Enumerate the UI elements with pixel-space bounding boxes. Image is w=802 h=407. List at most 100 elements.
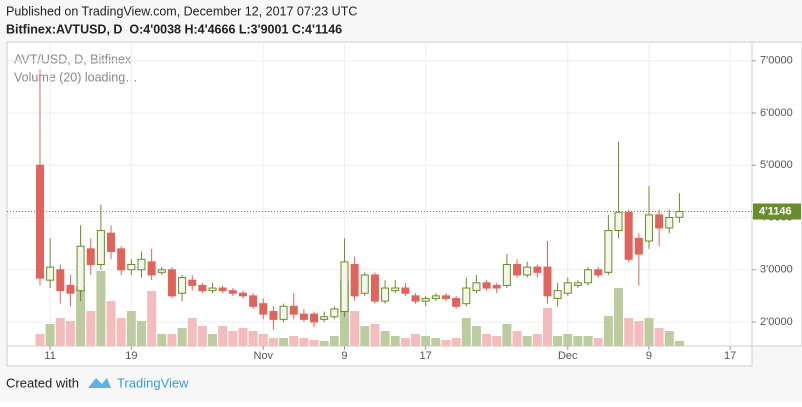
brand[interactable]: TradingView (117, 375, 189, 390)
volume-bar (350, 311, 360, 346)
candle-body (147, 261, 156, 276)
chart-subtitle: Volume (20) loading… (14, 70, 138, 84)
volume-bar (512, 331, 522, 346)
y-tick-label: 5'0000 (760, 159, 793, 171)
candle-body (340, 261, 349, 313)
candle-body (259, 303, 268, 315)
candle-body (218, 287, 227, 292)
volume-bar (86, 311, 96, 346)
candle-body (513, 264, 522, 276)
volume-bar (136, 321, 146, 346)
candle-body (482, 282, 491, 289)
candle-body (35, 164, 44, 279)
candle-body (360, 274, 369, 294)
volume-bar (126, 311, 136, 346)
x-tick-label: 17 (420, 350, 432, 362)
volume-bar (421, 336, 431, 346)
candle-body (66, 284, 75, 294)
volume-bar (218, 326, 228, 346)
volume-bar (177, 328, 187, 346)
candle-body (594, 269, 603, 276)
volume-bar (553, 336, 563, 346)
candle-body (107, 232, 116, 252)
candle-body (604, 230, 613, 273)
time-axis (6, 345, 753, 367)
volume-bar (563, 334, 573, 346)
candle-body (167, 269, 176, 297)
candle-body (431, 295, 440, 299)
candle-body (137, 258, 146, 271)
candle-body (665, 217, 674, 229)
candle-body (644, 214, 653, 242)
candle-body (56, 269, 65, 292)
volume-bar (471, 326, 481, 346)
volume-bar (380, 331, 390, 346)
candle-body (411, 295, 420, 302)
volume-bar (45, 324, 55, 346)
volume-bar (644, 318, 654, 346)
y-tick-label: 3'0000 (760, 264, 793, 276)
candle-body (563, 282, 572, 294)
candle-body (401, 287, 410, 294)
candle-body (198, 284, 207, 292)
volume-bar (654, 328, 664, 346)
created-with: Created with (6, 375, 79, 390)
candle-body (269, 311, 278, 320)
volume-bar (441, 340, 451, 346)
volume-bar (573, 336, 583, 346)
candle-body (330, 308, 339, 318)
last-price-box (753, 203, 801, 220)
candle-body (614, 211, 623, 232)
candle-body (370, 274, 379, 302)
volume-bar (289, 336, 299, 346)
volume-bar (106, 301, 116, 346)
volume-bar (65, 321, 75, 346)
candle-body (472, 282, 481, 292)
x-tick-label: 11 (44, 350, 55, 362)
x-tick-label: Nov (254, 350, 274, 362)
volume-bar (624, 318, 634, 346)
volume-bar (522, 336, 532, 346)
volume-bar (461, 318, 471, 346)
candle-body (188, 279, 197, 286)
logo (88, 378, 111, 388)
candle-body (624, 211, 633, 260)
candle-body (238, 292, 247, 297)
candle-body (208, 287, 217, 292)
volume-bar (208, 334, 218, 346)
volume-bar (370, 324, 380, 346)
volume-bar (228, 331, 238, 346)
volume-bar (197, 326, 207, 346)
candle-body (462, 287, 471, 305)
volume-bar (664, 331, 674, 346)
candle-body (249, 295, 258, 307)
volume-bar (360, 326, 370, 346)
volume-bar (542, 308, 552, 346)
volume-bar (482, 334, 492, 346)
volume-bar (258, 334, 268, 346)
candle-body (289, 305, 298, 315)
candle-body (96, 230, 105, 266)
volume-bar (299, 338, 309, 346)
x-tick-label: 17 (724, 350, 736, 362)
last-price-label: 4'1146 (759, 205, 792, 217)
volume-bar (502, 324, 512, 346)
candle-body (381, 287, 390, 302)
y-tick-label: 6'0000 (760, 107, 793, 119)
volume-bar (248, 331, 258, 346)
candle-body (178, 277, 187, 294)
candle-body (655, 214, 664, 229)
volume-bar (603, 316, 613, 346)
candle-body (86, 248, 95, 266)
price-axis (751, 41, 802, 347)
volume-bar (309, 340, 319, 346)
volume-bar (674, 341, 684, 346)
volume-bar (187, 318, 197, 346)
y-tick-label: 2'0000 (760, 316, 793, 328)
y-tick-label: 7'0000 (760, 55, 793, 67)
volume-bar (279, 338, 289, 346)
volume-bar (268, 338, 278, 346)
candle-body (543, 266, 552, 297)
volume-bar (35, 334, 45, 346)
volume-bar (116, 318, 126, 346)
